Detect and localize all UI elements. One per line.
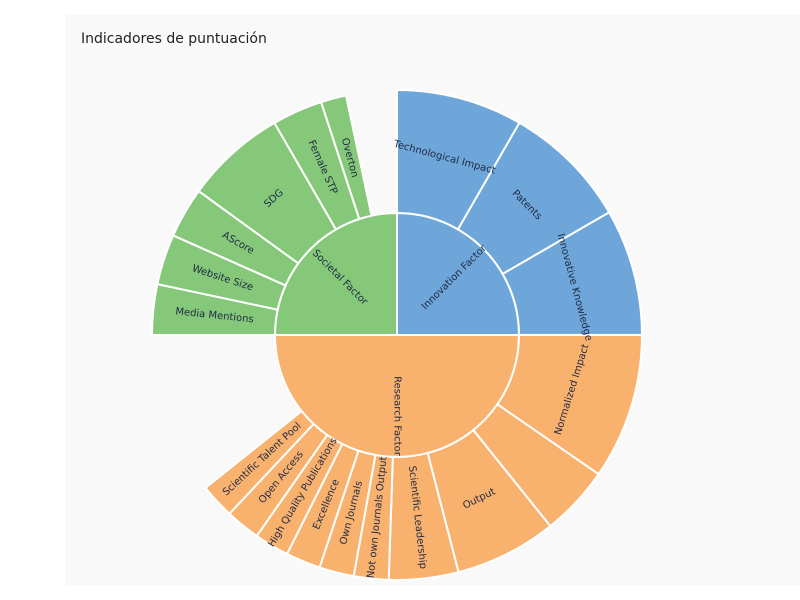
chart-card: Indicadores de puntuación Innovation Fac…	[65, 15, 800, 585]
segment-scientific-talent-pool[interactable]	[204, 409, 315, 516]
segment-overton[interactable]	[319, 94, 373, 221]
label-research-factor: Research Factor	[392, 376, 403, 457]
chart-title: Indicadores de puntuación	[81, 31, 267, 47]
